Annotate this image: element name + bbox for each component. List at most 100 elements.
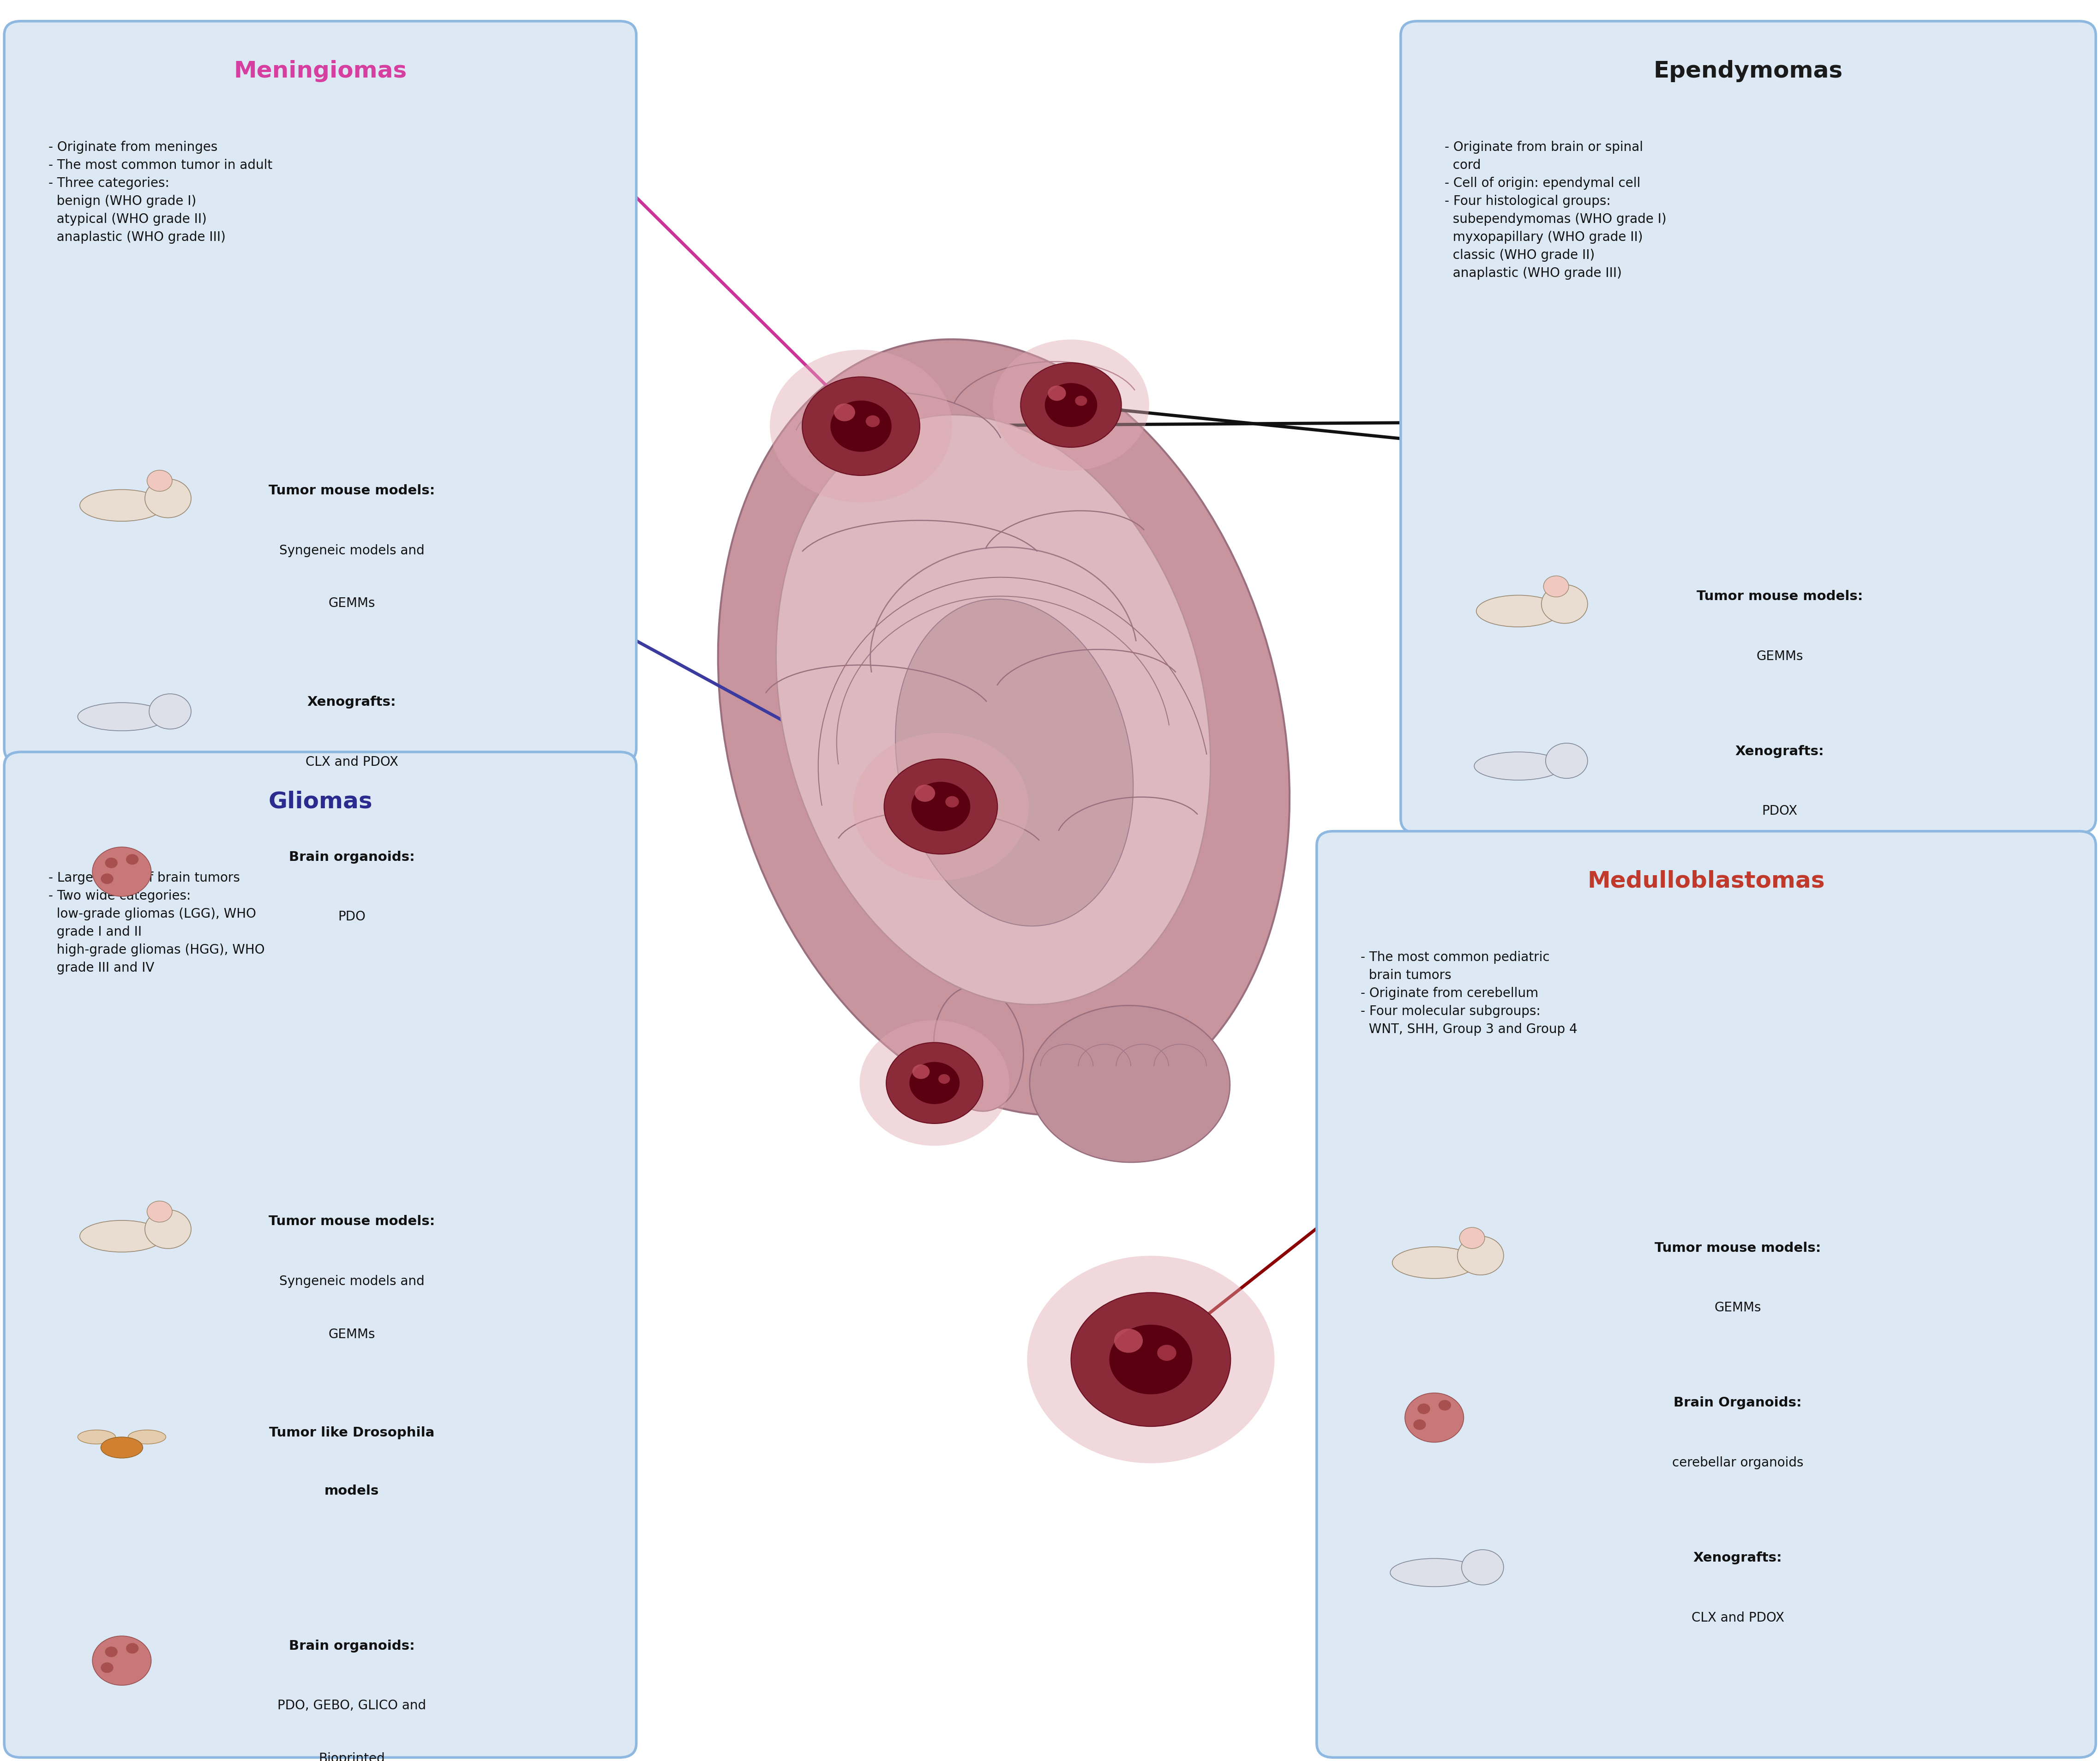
Circle shape <box>1071 1293 1231 1426</box>
Text: Tumor mouse models:: Tumor mouse models: <box>269 484 435 497</box>
Circle shape <box>911 782 970 831</box>
Text: Xenografts:: Xenografts: <box>307 696 397 708</box>
Circle shape <box>101 1662 113 1673</box>
Text: GEMMs: GEMMs <box>1756 650 1804 662</box>
Circle shape <box>945 796 960 808</box>
Text: GEMMs: GEMMs <box>1714 1301 1762 1314</box>
Text: Ependymomas: Ependymomas <box>1653 60 1844 83</box>
Circle shape <box>126 1643 139 1654</box>
Circle shape <box>916 785 934 801</box>
Ellipse shape <box>101 1437 143 1458</box>
Circle shape <box>92 847 151 896</box>
Text: - Originate from meninges
- The most common tumor in adult
- Three categories:
 : - Originate from meninges - The most com… <box>48 141 273 243</box>
FancyBboxPatch shape <box>4 752 636 1757</box>
Text: models: models <box>323 1485 380 1497</box>
Text: - Large family of brain tumors
- Two wide categories:
  low-grade gliomas (LGG),: - Large family of brain tumors - Two wid… <box>48 872 265 974</box>
Circle shape <box>830 400 892 453</box>
Ellipse shape <box>777 416 1210 1004</box>
Circle shape <box>939 1074 949 1083</box>
Text: GEMMs: GEMMs <box>328 597 376 609</box>
Ellipse shape <box>80 1220 164 1252</box>
Circle shape <box>909 1062 960 1104</box>
Ellipse shape <box>1392 1247 1476 1278</box>
Text: Bioprinted: Bioprinted <box>319 1752 384 1761</box>
Circle shape <box>884 759 998 854</box>
Ellipse shape <box>128 1430 166 1444</box>
Circle shape <box>1457 1236 1504 1275</box>
Ellipse shape <box>1474 752 1562 780</box>
Circle shape <box>101 873 113 884</box>
Ellipse shape <box>718 340 1289 1115</box>
Text: Brain organoids:: Brain organoids: <box>290 1639 414 1652</box>
Circle shape <box>1075 396 1088 405</box>
Text: Xenografts:: Xenografts: <box>1693 1551 1783 1564</box>
Circle shape <box>1405 1393 1464 1442</box>
Circle shape <box>92 1636 151 1685</box>
Circle shape <box>149 694 191 729</box>
Circle shape <box>1460 1227 1485 1249</box>
Text: Tumor mouse models:: Tumor mouse models: <box>269 1215 435 1227</box>
Text: Syngeneic models and: Syngeneic models and <box>279 1275 424 1287</box>
Text: PDOX: PDOX <box>1762 805 1798 817</box>
Circle shape <box>1046 384 1096 426</box>
Circle shape <box>1462 1550 1504 1585</box>
Text: Brain Organoids:: Brain Organoids: <box>1674 1396 1802 1409</box>
Text: Tumor mouse models:: Tumor mouse models: <box>1697 590 1863 602</box>
Ellipse shape <box>1476 595 1560 627</box>
Ellipse shape <box>934 986 1023 1111</box>
Ellipse shape <box>78 703 166 731</box>
Circle shape <box>1546 743 1588 778</box>
Ellipse shape <box>895 599 1134 926</box>
Text: Xenografts:: Xenografts: <box>1735 745 1825 757</box>
Circle shape <box>853 733 1029 880</box>
Circle shape <box>1541 585 1588 623</box>
Text: Meningiomas: Meningiomas <box>233 60 407 83</box>
Circle shape <box>1413 1419 1426 1430</box>
Text: Syngeneic models and: Syngeneic models and <box>279 544 424 556</box>
Text: Gliomas: Gliomas <box>269 791 372 814</box>
Text: - The most common pediatric
  brain tumors
- Originate from cerebellum
- Four mo: - The most common pediatric brain tumors… <box>1361 951 1577 1035</box>
Circle shape <box>1544 576 1569 597</box>
Text: Medulloblastomas: Medulloblastomas <box>1588 870 1825 893</box>
Text: Brain organoids:: Brain organoids: <box>290 851 414 863</box>
Ellipse shape <box>1029 1006 1231 1162</box>
Ellipse shape <box>1390 1558 1478 1587</box>
Circle shape <box>105 1647 118 1657</box>
Circle shape <box>1439 1400 1451 1411</box>
Circle shape <box>911 1064 930 1079</box>
FancyBboxPatch shape <box>1401 21 2096 833</box>
Text: - Originate from brain or spinal
  cord
- Cell of origin: ependymal cell
- Four : - Originate from brain or spinal cord - … <box>1445 141 1667 280</box>
Circle shape <box>1115 1330 1142 1352</box>
Circle shape <box>859 1020 1010 1146</box>
Text: CLX and PDOX: CLX and PDOX <box>1690 1611 1785 1624</box>
Circle shape <box>1157 1345 1176 1361</box>
Text: Tumor like Drosophila: Tumor like Drosophila <box>269 1426 435 1439</box>
Circle shape <box>1021 363 1121 447</box>
Circle shape <box>1109 1324 1193 1395</box>
Circle shape <box>105 858 118 868</box>
Text: Tumor mouse models:: Tumor mouse models: <box>1655 1242 1821 1254</box>
Ellipse shape <box>78 1430 116 1444</box>
Text: PDO, GEBO, GLICO and: PDO, GEBO, GLICO and <box>277 1699 426 1712</box>
Circle shape <box>771 350 951 502</box>
Circle shape <box>147 470 172 491</box>
Circle shape <box>886 1043 983 1124</box>
Circle shape <box>145 1210 191 1249</box>
Text: cerebellar organoids: cerebellar organoids <box>1672 1456 1804 1469</box>
Circle shape <box>145 479 191 518</box>
Text: GEMMs: GEMMs <box>328 1328 376 1340</box>
Circle shape <box>802 377 920 475</box>
Text: PDO: PDO <box>338 910 365 923</box>
Circle shape <box>1048 386 1067 402</box>
Circle shape <box>147 1201 172 1222</box>
Circle shape <box>1027 1256 1275 1463</box>
Circle shape <box>834 403 855 421</box>
Circle shape <box>865 416 880 428</box>
Circle shape <box>993 340 1149 470</box>
FancyBboxPatch shape <box>4 21 636 763</box>
Text: CLX and PDOX: CLX and PDOX <box>304 755 399 768</box>
Circle shape <box>126 854 139 865</box>
Ellipse shape <box>80 490 164 521</box>
Circle shape <box>1418 1404 1430 1414</box>
FancyBboxPatch shape <box>1317 831 2096 1757</box>
